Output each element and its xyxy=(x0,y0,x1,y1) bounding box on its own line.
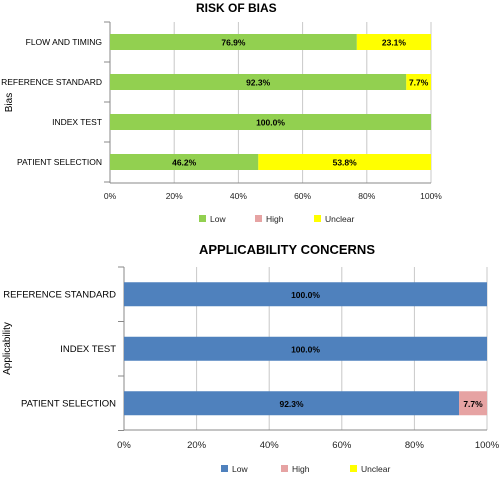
x-tick-label: 20% xyxy=(187,440,207,451)
legend-swatch-unclear xyxy=(314,215,321,222)
x-tick-label: 80% xyxy=(358,191,375,201)
bar-data-label: 23.1% xyxy=(382,38,407,48)
bar-low-index-test xyxy=(110,114,431,130)
category-label: PATIENT SELECTION xyxy=(21,398,116,409)
bar-unclear-reference-standard xyxy=(406,74,431,90)
chart-2: APPLICABILITY CONCERNS 0% 20% 40% 60% 80% 100%… xyxy=(2,242,500,474)
legend-swatch-unclear xyxy=(350,465,357,472)
legend-label-high: High xyxy=(266,214,284,224)
category-label: INDEX TEST xyxy=(52,117,102,127)
bar-data-label: 76.9% xyxy=(221,38,246,48)
x-tick-label: 100% xyxy=(475,440,500,451)
x-tick-label: 0% xyxy=(104,191,117,201)
bar-unclear-patient-selection xyxy=(258,154,431,170)
legend-swatch-low xyxy=(221,465,228,472)
x-tick-label: 100% xyxy=(420,191,442,201)
category-label: REFERENCE STANDARD xyxy=(3,289,116,300)
legend-label-unclear: Unclear xyxy=(325,214,354,224)
bar-data-label: 100.0% xyxy=(291,290,320,300)
y-axis-label: Applicability xyxy=(2,322,13,375)
bar-data-label: 7.7% xyxy=(463,399,483,409)
x-tick-label: 40% xyxy=(260,440,280,451)
bar-data-label: 53.8% xyxy=(333,158,358,168)
bar-low-patient-selection xyxy=(110,154,259,170)
legend-label-low: Low xyxy=(232,464,248,474)
x-tick-label: 60% xyxy=(332,440,352,451)
x-tick-label: 40% xyxy=(230,191,247,201)
chart-title: RISK OF BIAS xyxy=(196,1,277,15)
bar-data-label: 92.3% xyxy=(246,78,271,88)
chart-title: APPLICABILITY CONCERNS xyxy=(199,242,375,257)
bar-low-reference-standard xyxy=(110,74,407,90)
category-label: REFERENCE STANDARD xyxy=(1,77,102,87)
bar-data-label: 100.0% xyxy=(256,118,285,128)
bar-unclear-flow-and-timing xyxy=(356,34,431,50)
x-tick-label: 80% xyxy=(405,440,425,451)
legend-label-unclear: Unclear xyxy=(361,464,390,474)
bar-low-index-test xyxy=(124,336,487,361)
category-label: PATIENT SELECTION xyxy=(17,157,102,167)
chart-1: RISK OF BIAS 0% 20% 40% 60% 80% 100% Bias FLOW A… xyxy=(1,1,442,224)
legend-label-low: Low xyxy=(210,214,226,224)
bar-data-label: 100.0% xyxy=(291,344,320,354)
legend-swatch-low xyxy=(199,215,206,222)
bar-high-patient-selection xyxy=(459,391,487,416)
legend-swatch-high xyxy=(255,215,262,222)
x-tick-label: 0% xyxy=(117,440,131,451)
bar-low-reference-standard xyxy=(124,282,487,307)
legend-label-high: High xyxy=(292,464,310,474)
x-tick-label: 60% xyxy=(294,191,311,201)
y-axis-label: Bias xyxy=(4,93,15,112)
bar-low-patient-selection xyxy=(124,391,460,416)
bar-data-label: 92.3% xyxy=(279,399,304,409)
category-label: INDEX TEST xyxy=(60,344,116,355)
legend-swatch-high xyxy=(281,465,288,472)
bar-low-flow-and-timing xyxy=(110,34,357,50)
bar-data-label: 7.7% xyxy=(409,78,429,88)
x-tick-label: 20% xyxy=(166,191,183,201)
category-label: FLOW AND TIMING xyxy=(26,37,102,47)
bar-data-label: 46.2% xyxy=(172,158,197,168)
